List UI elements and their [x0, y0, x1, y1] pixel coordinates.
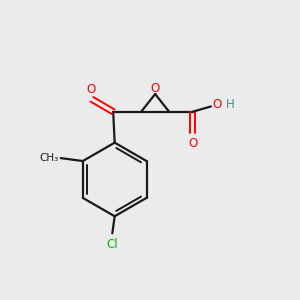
Text: Cl: Cl	[106, 238, 118, 251]
Text: O: O	[212, 98, 222, 111]
Text: CH₃: CH₃	[39, 153, 58, 163]
Text: O: O	[188, 137, 197, 150]
Text: H: H	[226, 98, 235, 111]
Text: O: O	[86, 82, 95, 95]
Text: O: O	[151, 82, 160, 95]
